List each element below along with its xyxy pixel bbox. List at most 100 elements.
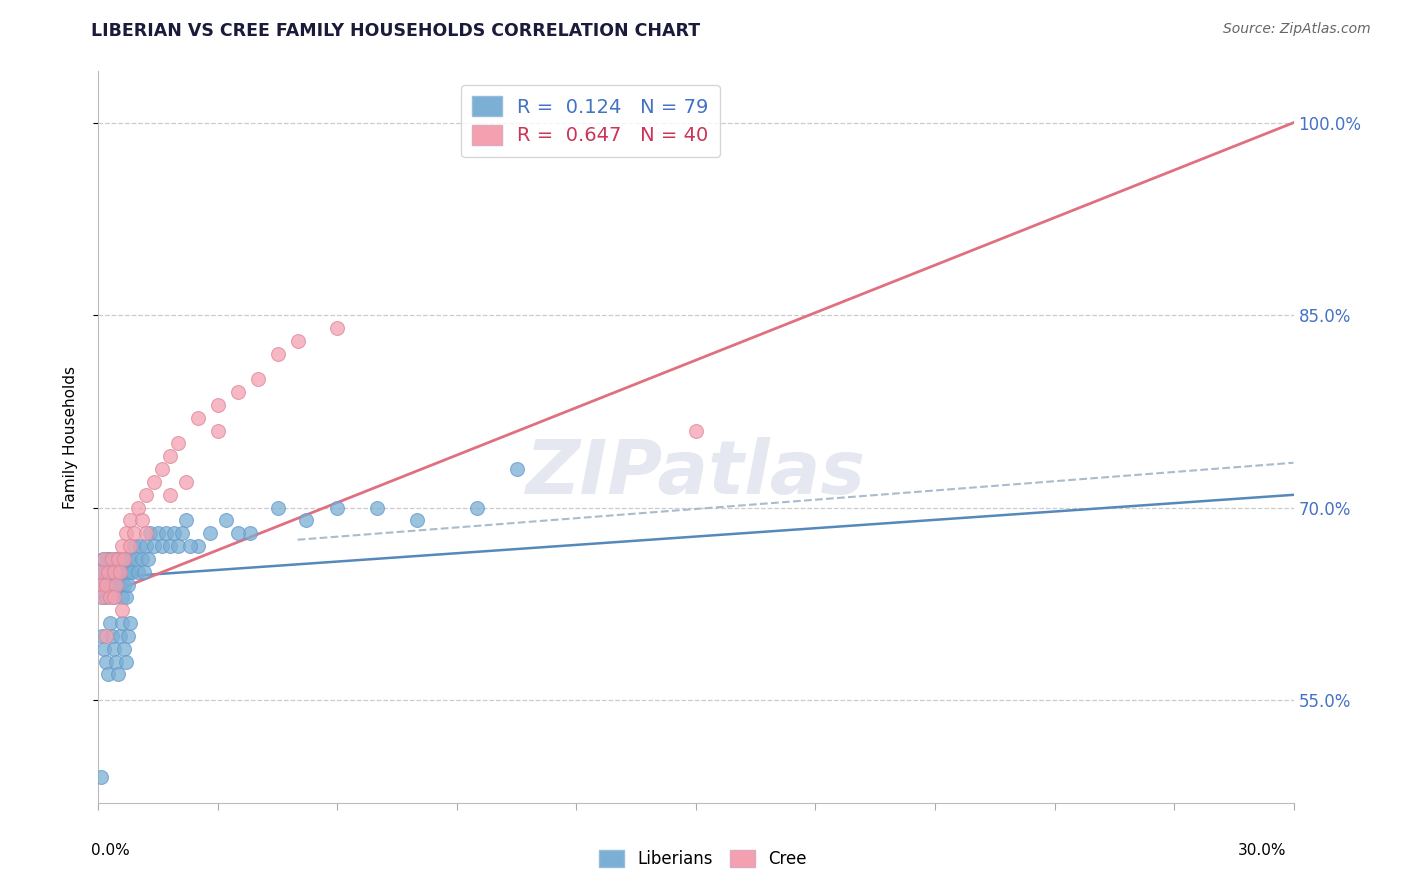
Point	[111, 603, 134, 617]
Point	[124, 526, 146, 541]
Text: ZIPatlas: ZIPatlas	[526, 437, 866, 510]
Point	[120, 552, 142, 566]
Point	[150, 462, 173, 476]
Point	[112, 641, 135, 656]
Point	[366, 500, 388, 515]
Point	[326, 500, 349, 515]
Point	[91, 629, 114, 643]
Point	[174, 514, 197, 528]
Text: LIBERIAN VS CREE FAMILY HOUSEHOLDS CORRELATION CHART: LIBERIAN VS CREE FAMILY HOUSEHOLDS CORRE…	[91, 22, 700, 40]
Point	[103, 591, 125, 605]
Text: Source: ZipAtlas.com: Source: ZipAtlas.com	[1223, 22, 1371, 37]
Point	[159, 450, 181, 464]
Point	[115, 552, 138, 566]
Point	[107, 577, 129, 591]
Point	[118, 565, 141, 579]
Point	[246, 372, 269, 386]
Point	[124, 539, 146, 553]
Point	[111, 616, 134, 631]
Point	[105, 655, 128, 669]
Point	[207, 424, 229, 438]
Point	[150, 539, 173, 553]
Y-axis label: Family Households: Family Households	[63, 366, 77, 508]
Point	[110, 577, 132, 591]
Point	[96, 591, 118, 605]
Point	[465, 500, 488, 515]
Point	[97, 565, 120, 579]
Point	[96, 655, 118, 669]
Point	[93, 641, 115, 656]
Point	[198, 526, 221, 541]
Point	[136, 552, 159, 566]
Point	[93, 552, 115, 566]
Text: 30.0%: 30.0%	[1239, 843, 1286, 858]
Point	[135, 539, 157, 553]
Point	[287, 334, 309, 348]
Point	[114, 591, 136, 605]
Point	[134, 565, 156, 579]
Point	[104, 552, 127, 566]
Point	[215, 514, 238, 528]
Point	[127, 500, 149, 515]
Point	[120, 616, 142, 631]
Point	[93, 565, 115, 579]
Point	[267, 500, 290, 515]
Point	[117, 629, 139, 643]
Point	[90, 577, 112, 591]
Point	[163, 526, 186, 541]
Point	[179, 539, 201, 553]
Point	[90, 577, 112, 591]
Point	[155, 526, 177, 541]
Point	[101, 629, 124, 643]
Point	[103, 565, 125, 579]
Point	[108, 565, 131, 579]
Point	[143, 475, 166, 489]
Point	[110, 591, 132, 605]
Point	[139, 526, 162, 541]
Legend: Liberians, Cree: Liberians, Cree	[593, 843, 813, 875]
Point	[96, 577, 118, 591]
Point	[187, 410, 209, 425]
Point	[226, 526, 249, 541]
Point	[107, 552, 129, 566]
Point	[117, 577, 139, 591]
Point	[98, 577, 121, 591]
Point	[294, 514, 316, 528]
Point	[115, 655, 138, 669]
Point	[98, 591, 122, 605]
Point	[135, 526, 157, 541]
Point	[120, 539, 142, 553]
Point	[267, 346, 290, 360]
Point	[159, 539, 181, 553]
Point	[112, 577, 135, 591]
Point	[97, 667, 120, 681]
Point	[326, 321, 349, 335]
Point	[129, 539, 152, 553]
Point	[100, 565, 122, 579]
Point	[172, 526, 194, 541]
Point	[187, 539, 209, 553]
Point	[135, 488, 157, 502]
Point	[125, 552, 148, 566]
Point	[112, 565, 135, 579]
Point	[105, 565, 128, 579]
Point	[115, 526, 138, 541]
Text: 0.0%: 0.0%	[91, 843, 131, 858]
Point	[685, 424, 707, 438]
Point	[239, 526, 262, 541]
Point	[90, 770, 112, 784]
Point	[91, 552, 114, 566]
Point	[112, 552, 135, 566]
Point	[103, 591, 125, 605]
Point	[91, 591, 114, 605]
Point	[110, 629, 132, 643]
Point	[226, 385, 249, 400]
Point	[98, 552, 122, 566]
Point	[506, 462, 529, 476]
Point	[174, 475, 197, 489]
Point	[207, 398, 229, 412]
Point	[101, 552, 124, 566]
Point	[89, 565, 111, 579]
Point	[110, 565, 132, 579]
Point	[101, 577, 124, 591]
